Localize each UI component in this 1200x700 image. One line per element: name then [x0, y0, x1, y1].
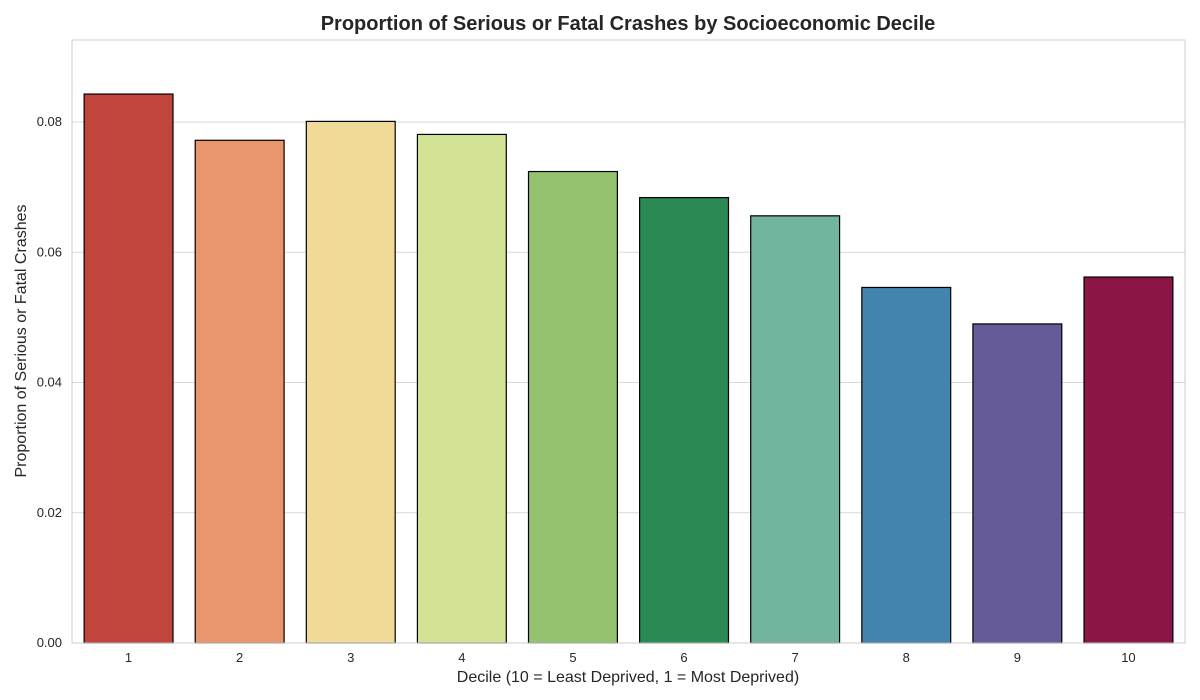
x-tick-label: 8	[903, 650, 910, 665]
bar-decile-8	[861, 286, 952, 644]
bar-decile-9	[972, 323, 1063, 644]
y-tick-label: 0.08	[37, 114, 62, 129]
x-tick-label: 2	[236, 650, 243, 665]
bar-decile-10	[1083, 276, 1174, 644]
y-tick-label: 0.04	[37, 375, 62, 390]
bar-decile-3	[305, 120, 396, 644]
chart-title: Proportion of Serious or Fatal Crashes b…	[321, 13, 936, 35]
bars	[83, 93, 1174, 644]
bar-decile-5	[527, 170, 618, 644]
y-tick-label: 0.06	[37, 244, 62, 259]
y-tick-labels: 0.00 0.02 0.04 0.06 0.08	[37, 114, 62, 650]
x-tick-label: 7	[792, 650, 799, 665]
x-tick-label: 4	[458, 650, 465, 665]
x-tick-label: 3	[347, 650, 354, 665]
x-tick-label: 1	[125, 650, 132, 665]
x-tick-labels: 1 2 3 4 5 6 7 8 9 10	[125, 650, 1136, 665]
plot-frame	[71, 39, 1186, 644]
bar-decile-4	[416, 133, 507, 644]
bar-decile-1	[83, 93, 174, 644]
x-tick-label: 5	[569, 650, 576, 665]
bar-decile-7	[750, 215, 841, 644]
bar-decile-2	[194, 139, 285, 644]
y-axis-label: Proportion of Serious or Fatal Crashes	[13, 204, 30, 477]
bar-decile-6	[639, 196, 730, 644]
x-axis-label: Decile (10 = Least Deprived, 1 = Most De…	[457, 669, 799, 686]
x-tick-label: 6	[680, 650, 687, 665]
x-tick-label: 10	[1121, 650, 1135, 665]
x-tick-label: 9	[1014, 650, 1021, 665]
y-tick-label: 0.02	[37, 505, 62, 520]
y-tick-label: 0.00	[37, 635, 62, 650]
